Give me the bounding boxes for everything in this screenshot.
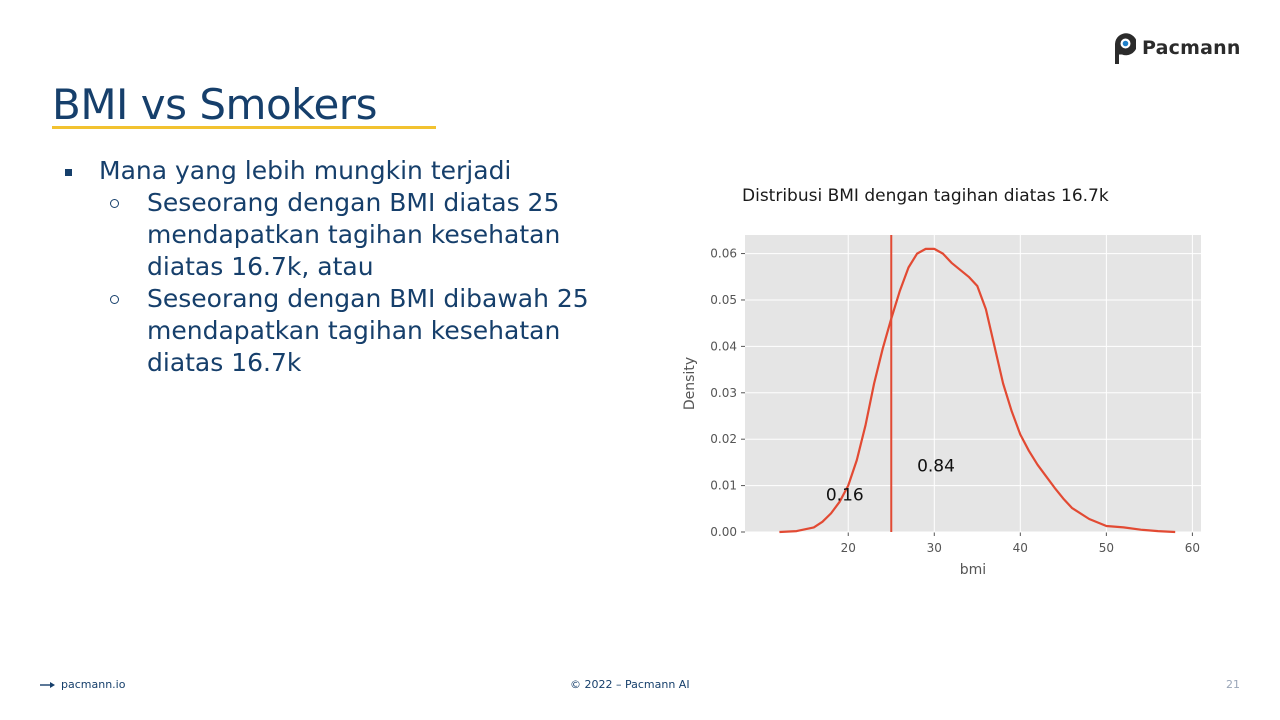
title-underline	[52, 126, 436, 129]
sub-bullet-line: mendapatkan tagihan kesehatan	[147, 220, 561, 249]
sub-bullet-line: Seseorang dengan BMI dibawah 25	[147, 284, 589, 313]
sub-bullet-line: diatas 16.7k, atau	[147, 252, 374, 281]
sub-bullet-line: mendapatkan tagihan kesehatan	[147, 316, 561, 345]
x-tick-label: 20	[841, 541, 856, 555]
footer-site[interactable]: pacmann.io	[40, 678, 125, 691]
y-tick-label: 0.04	[710, 339, 737, 353]
sub-bullet-item: Seseorang dengan BMI diatas 25 mendapatk…	[60, 187, 660, 283]
sub-bullet-item: Seseorang dengan BMI dibawah 25 mendapat…	[60, 283, 660, 379]
y-tick-label: 0.05	[710, 293, 737, 307]
y-tick-label: 0.06	[710, 247, 737, 261]
arrow-right-icon	[40, 681, 55, 688]
pacmann-logo-icon	[1115, 33, 1136, 64]
x-tick-label: 50	[1099, 541, 1114, 555]
page-number: 21	[1226, 678, 1240, 691]
density-chart: 20 30 40 50 60 0.00 0.01 0.02 0.03 0.04 0.05 0.06 bm…	[682, 235, 1201, 578]
probability-annotation: 0.16	[826, 485, 864, 505]
y-tick-label: 0.01	[710, 479, 737, 493]
plot-area	[745, 235, 1201, 532]
footer-copyright: © 2022 – Pacmann AI	[570, 678, 690, 691]
slide-title: BMI vs Smokers	[52, 80, 377, 129]
brand-logo: Pacmann	[1110, 30, 1241, 66]
x-axis-label: bmi	[960, 562, 986, 578]
bullet-text: Mana yang lebih mungkin terjadi	[99, 156, 512, 185]
circle-bullet-icon	[110, 295, 119, 304]
bullet-item: Mana yang lebih mungkin terjadi	[60, 155, 660, 187]
x-tick-label: 30	[927, 541, 942, 555]
square-bullet-icon	[65, 169, 72, 176]
bullet-list: Mana yang lebih mungkin terjadi Seseoran…	[60, 155, 660, 379]
chart-title: Distribusi BMI dengan tagihan diatas 16.…	[742, 186, 1109, 206]
x-tick-label: 60	[1185, 541, 1200, 555]
circle-bullet-icon	[110, 199, 119, 208]
sub-bullet-line: Seseorang dengan BMI diatas 25	[147, 188, 560, 217]
y-tick-label: 0.00	[710, 525, 737, 539]
density-curve	[779, 247, 1176, 534]
y-tick-label: 0.03	[710, 386, 737, 400]
x-tick-label: 40	[1013, 541, 1028, 555]
footer-site-label: pacmann.io	[61, 678, 126, 691]
probability-annotation: 0.84	[917, 457, 955, 477]
brand-name: Pacmann	[1142, 37, 1241, 59]
y-tick-label: 0.02	[710, 432, 737, 446]
sub-bullet-line: diatas 16.7k	[147, 348, 302, 377]
y-axis-label: Density	[682, 357, 698, 410]
